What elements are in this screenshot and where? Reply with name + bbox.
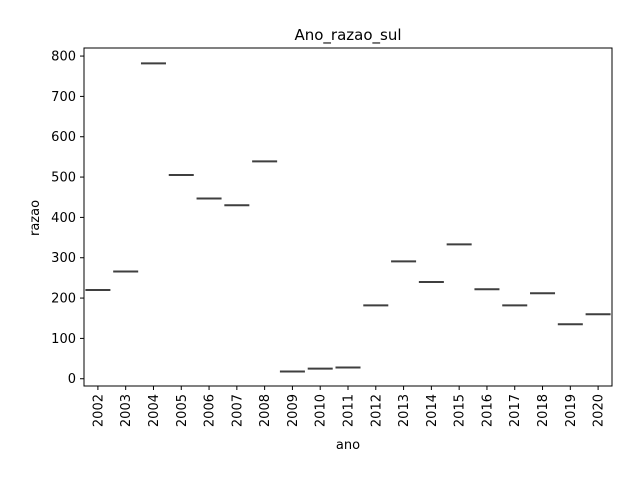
x-tick-label: 2005 [175,394,190,427]
y-axis: 0 100 200 300 400 500 600 700 800 [51,50,84,387]
y-tick-label: 800 [51,50,76,65]
x-axis-title: ano [336,438,360,453]
y-tick-label: 0 [68,372,76,387]
chart-title: Ano_razao_sul [294,26,401,45]
y-tick-label: 400 [51,211,76,226]
y-tick-label: 500 [51,171,76,186]
x-tick-label: 2020 [592,394,607,427]
y-tick-label: 100 [51,332,76,347]
x-tick-label: 2006 [203,394,218,427]
y-axis-title: razao [28,200,43,236]
y-tick-label: 600 [51,130,76,145]
x-tick-label: 2007 [230,394,245,427]
y-tick-label: 200 [51,292,76,307]
y-tick-label: 300 [51,251,76,266]
plot-frame [83,47,613,387]
x-tick-label: 2010 [314,394,329,427]
x-axis: 2002 2003 2004 2005 2006 2007 2008 2009 2010 2011… [91,386,607,427]
x-tick-label: 2011 [342,394,357,427]
box-marks [85,62,611,373]
x-tick-label: 2019 [564,394,579,427]
x-tick-label: 2003 [119,394,134,427]
x-tick-label: 2016 [480,394,495,427]
x-tick-label: 2017 [508,394,523,427]
x-tick-label: 2008 [258,394,273,427]
x-tick-label: 2014 [425,394,440,427]
x-tick-label: 2015 [453,394,468,427]
y-tick-label: 700 [51,90,76,105]
x-tick-label: 2012 [369,394,384,427]
x-tick-label: 2004 [147,394,162,427]
x-tick-label: 2002 [91,394,106,427]
x-tick-label: 2018 [536,394,551,427]
x-tick-label: 2013 [397,394,412,427]
x-tick-label: 2009 [286,394,301,427]
